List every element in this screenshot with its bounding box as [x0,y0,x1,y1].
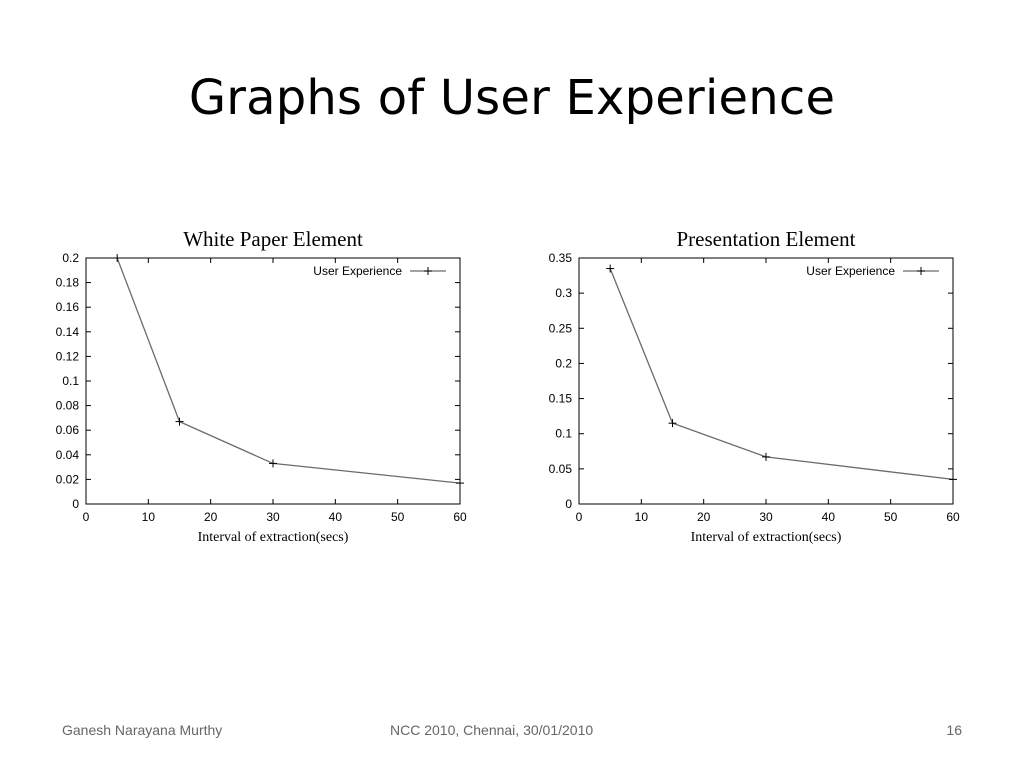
y-tick-label: 0.02 [56,472,80,486]
series-line [116,257,461,484]
legend-label: User Experience [313,264,402,278]
footer-author: Ganesh Narayana Murthy [62,722,223,738]
x-tick-label: 10 [142,510,156,524]
plot-frame [578,257,954,505]
chart-presentation-element: Presentation Element 0 10 20 30 40 50 60 0 0.05 0.… [529,218,989,558]
legend-label: User Experience [806,264,895,278]
x-tick-label: 50 [884,510,898,524]
y-tick-label: 0.06 [56,423,80,437]
data-point-marker [456,479,464,488]
chart-title: Presentation Element [676,227,855,251]
y-tick-label: 0.12 [56,349,80,363]
y-tick-label: 0.25 [549,321,573,335]
chart-svg-presentation: Presentation Element 0 10 20 30 40 50 60 0 0.05 0.… [549,227,960,545]
data-point-marker [269,459,277,468]
x-tick-label: 20 [697,510,711,524]
x-tick-label: 30 [266,510,280,524]
y-tick-label: 0.08 [56,399,80,413]
x-axis-label: Interval of extraction(secs) [198,530,349,545]
x-tick-label: 50 [391,510,405,524]
y-tick-label: 0.05 [549,462,573,476]
y-tick-label: 0.2 [62,251,79,265]
y-tick-label: 0 [72,497,79,511]
data-point-marker [949,475,957,484]
y-tick-label: 0.04 [56,448,80,462]
chart-title: White Paper Element [183,227,363,251]
slide-title: Graphs of User Experience [188,70,836,126]
data-point-marker [606,264,615,273]
data-point-marker [175,417,184,426]
footer-event: NCC 2010, Chennai, 30/01/2010 [390,722,594,738]
y-tick-label: 0.18 [56,276,80,290]
data-point-marker [113,254,122,262]
y-tick-label: 0.35 [549,251,573,265]
y-tick-label: 0.2 [555,356,572,370]
y-tick-label: 0.16 [56,300,80,314]
x-tick-label: 60 [946,510,960,524]
x-tick-label: 60 [453,510,467,524]
y-tick-label: 0.1 [62,374,79,388]
y-tick-label: 0.14 [56,325,80,339]
data-point-marker [762,452,770,461]
y-tick-label: 0.3 [555,286,572,300]
y-tick-label: 0.1 [555,427,572,441]
data-point-marker [668,419,677,428]
x-tick-label: 20 [204,510,218,524]
x-tick-label: 30 [759,510,773,524]
chart-white-paper-element: White Paper Element 0 10 20 30 40 50 60 0 0.02 0.0… [36,218,496,558]
x-tick-label: 0 [83,510,90,524]
y-tick-label: 0 [565,497,572,511]
x-axis-label: Interval of extraction(secs) [691,530,842,545]
x-tick-label: 40 [329,510,343,524]
y-tick-label: 0.15 [549,392,573,406]
x-tick-label: 40 [822,510,836,524]
footer-page-number: 16 [946,722,962,738]
chart-svg-white-paper: White Paper Element 0 10 20 30 40 50 60 0 0.02 0.0… [56,227,467,545]
x-tick-label: 10 [635,510,649,524]
series-line [609,268,954,481]
x-tick-label: 0 [576,510,583,524]
